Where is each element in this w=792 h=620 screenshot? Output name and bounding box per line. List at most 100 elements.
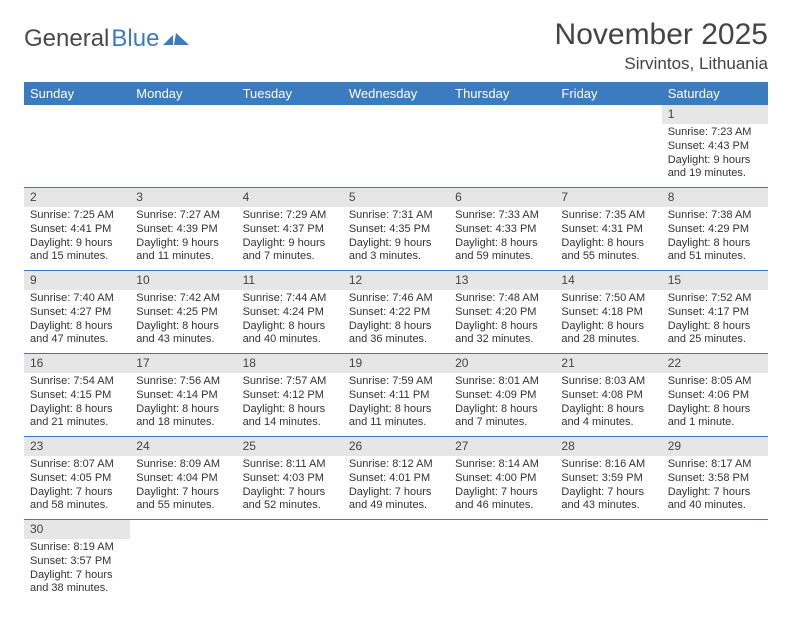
daylight-text: Daylight: 8 hours and 25 minutes. [668,320,762,348]
cell-body: Sunrise: 8:19 AMSunset: 3:57 PMDaylight:… [24,539,130,602]
cell-body [343,124,449,174]
daylight-text: Daylight: 7 hours and 55 minutes. [136,486,230,514]
calendar-cell [555,105,661,188]
sunrise-text: Sunrise: 8:16 AM [561,458,655,472]
calendar-cell [237,105,343,188]
daylight-text: Daylight: 8 hours and 4 minutes. [561,403,655,431]
cell-body: Sunrise: 7:44 AMSunset: 4:24 PMDaylight:… [237,290,343,353]
daylight-text: Daylight: 7 hours and 40 minutes. [668,486,762,514]
weekday-header: Tuesday [237,82,343,105]
calendar-cell: 3Sunrise: 7:27 AMSunset: 4:39 PMDaylight… [130,188,236,271]
daylight-text: Daylight: 9 hours and 15 minutes. [30,237,124,265]
cell-body: Sunrise: 7:35 AMSunset: 4:31 PMDaylight:… [555,207,661,270]
daylight-text: Daylight: 7 hours and 49 minutes. [349,486,443,514]
day-number-bar: 30 [24,520,130,539]
calendar-cell: 20Sunrise: 8:01 AMSunset: 4:09 PMDayligh… [449,354,555,437]
day-number-bar: 5 [343,188,449,207]
cell-body: Sunrise: 7:33 AMSunset: 4:33 PMDaylight:… [449,207,555,270]
day-number-bar: 25 [237,437,343,456]
calendar-cell [449,520,555,603]
sunrise-text: Sunrise: 7:59 AM [349,375,443,389]
day-number-bar: 1 [662,105,768,124]
daylight-text: Daylight: 8 hours and 21 minutes. [30,403,124,431]
sunset-text: Sunset: 4:14 PM [136,389,230,403]
title-block: November 2025 Sirvintos, Lithuania [555,18,768,74]
day-number-bar: 27 [449,437,555,456]
calendar-cell: 7Sunrise: 7:35 AMSunset: 4:31 PMDaylight… [555,188,661,271]
cell-body [555,539,661,589]
sunset-text: Sunset: 4:39 PM [136,223,230,237]
sunset-text: Sunset: 4:01 PM [349,472,443,486]
sunset-text: Sunset: 3:58 PM [668,472,762,486]
cell-body: Sunrise: 7:29 AMSunset: 4:37 PMDaylight:… [237,207,343,270]
sunset-text: Sunset: 4:08 PM [561,389,655,403]
calendar-cell: 24Sunrise: 8:09 AMSunset: 4:04 PMDayligh… [130,437,236,520]
calendar-cell: 6Sunrise: 7:33 AMSunset: 4:33 PMDaylight… [449,188,555,271]
cell-body [237,124,343,174]
cell-body [24,124,130,174]
sunset-text: Sunset: 4:04 PM [136,472,230,486]
day-number-bar: 10 [130,271,236,290]
day-number-bar [343,105,449,124]
day-number-bar: 15 [662,271,768,290]
daylight-text: Daylight: 9 hours and 19 minutes. [668,154,762,182]
day-number-bar: 29 [662,437,768,456]
sunset-text: Sunset: 4:06 PM [668,389,762,403]
day-number-bar [130,105,236,124]
day-number-bar: 26 [343,437,449,456]
sunset-text: Sunset: 4:43 PM [668,140,762,154]
cell-body [555,124,661,174]
sunrise-text: Sunrise: 8:11 AM [243,458,337,472]
daylight-text: Daylight: 8 hours and 40 minutes. [243,320,337,348]
day-number-bar: 4 [237,188,343,207]
sunset-text: Sunset: 3:59 PM [561,472,655,486]
sunrise-text: Sunrise: 8:17 AM [668,458,762,472]
cell-body [130,539,236,589]
cell-body [343,539,449,589]
calendar-cell: 26Sunrise: 8:12 AMSunset: 4:01 PMDayligh… [343,437,449,520]
day-number-bar: 24 [130,437,236,456]
calendar-cell [343,520,449,603]
location: Sirvintos, Lithuania [555,54,768,74]
weekday-header-row: Sunday Monday Tuesday Wednesday Thursday… [24,82,768,105]
day-number-bar [130,520,236,539]
calendar-cell: 12Sunrise: 7:46 AMSunset: 4:22 PMDayligh… [343,271,449,354]
sunset-text: Sunset: 4:33 PM [455,223,549,237]
calendar-cell: 11Sunrise: 7:44 AMSunset: 4:24 PMDayligh… [237,271,343,354]
calendar-cell: 28Sunrise: 8:16 AMSunset: 3:59 PMDayligh… [555,437,661,520]
month-title: November 2025 [555,18,768,52]
calendar-page: GeneralBlue November 2025 Sirvintos, Lit… [0,0,792,620]
calendar-cell: 9Sunrise: 7:40 AMSunset: 4:27 PMDaylight… [24,271,130,354]
calendar-row: 23Sunrise: 8:07 AMSunset: 4:05 PMDayligh… [24,437,768,520]
cell-body: Sunrise: 8:01 AMSunset: 4:09 PMDaylight:… [449,373,555,436]
day-number-bar: 14 [555,271,661,290]
calendar-cell [343,105,449,188]
daylight-text: Daylight: 9 hours and 7 minutes. [243,237,337,265]
weekday-header: Wednesday [343,82,449,105]
sunrise-text: Sunrise: 7:42 AM [136,292,230,306]
daylight-text: Daylight: 8 hours and 28 minutes. [561,320,655,348]
sunrise-text: Sunrise: 7:57 AM [243,375,337,389]
calendar-cell: 17Sunrise: 7:56 AMSunset: 4:14 PMDayligh… [130,354,236,437]
calendar-cell: 2Sunrise: 7:25 AMSunset: 4:41 PMDaylight… [24,188,130,271]
day-number-bar [343,520,449,539]
sunrise-text: Sunrise: 8:01 AM [455,375,549,389]
day-number-bar: 2 [24,188,130,207]
sunrise-text: Sunrise: 8:14 AM [455,458,549,472]
sunrise-text: Sunrise: 7:25 AM [30,209,124,223]
cell-body: Sunrise: 7:31 AMSunset: 4:35 PMDaylight:… [343,207,449,270]
calendar-cell: 30Sunrise: 8:19 AMSunset: 3:57 PMDayligh… [24,520,130,603]
sunrise-text: Sunrise: 7:35 AM [561,209,655,223]
daylight-text: Daylight: 8 hours and 18 minutes. [136,403,230,431]
sunset-text: Sunset: 4:24 PM [243,306,337,320]
day-number-bar: 23 [24,437,130,456]
sunset-text: Sunset: 4:15 PM [30,389,124,403]
calendar-cell [449,105,555,188]
sunset-text: Sunset: 4:09 PM [455,389,549,403]
logo: GeneralBlue [24,18,189,54]
daylight-text: Daylight: 8 hours and 59 minutes. [455,237,549,265]
sunset-text: Sunset: 4:12 PM [243,389,337,403]
calendar-cell: 19Sunrise: 7:59 AMSunset: 4:11 PMDayligh… [343,354,449,437]
calendar-cell: 10Sunrise: 7:42 AMSunset: 4:25 PMDayligh… [130,271,236,354]
sunrise-text: Sunrise: 8:19 AM [30,541,124,555]
